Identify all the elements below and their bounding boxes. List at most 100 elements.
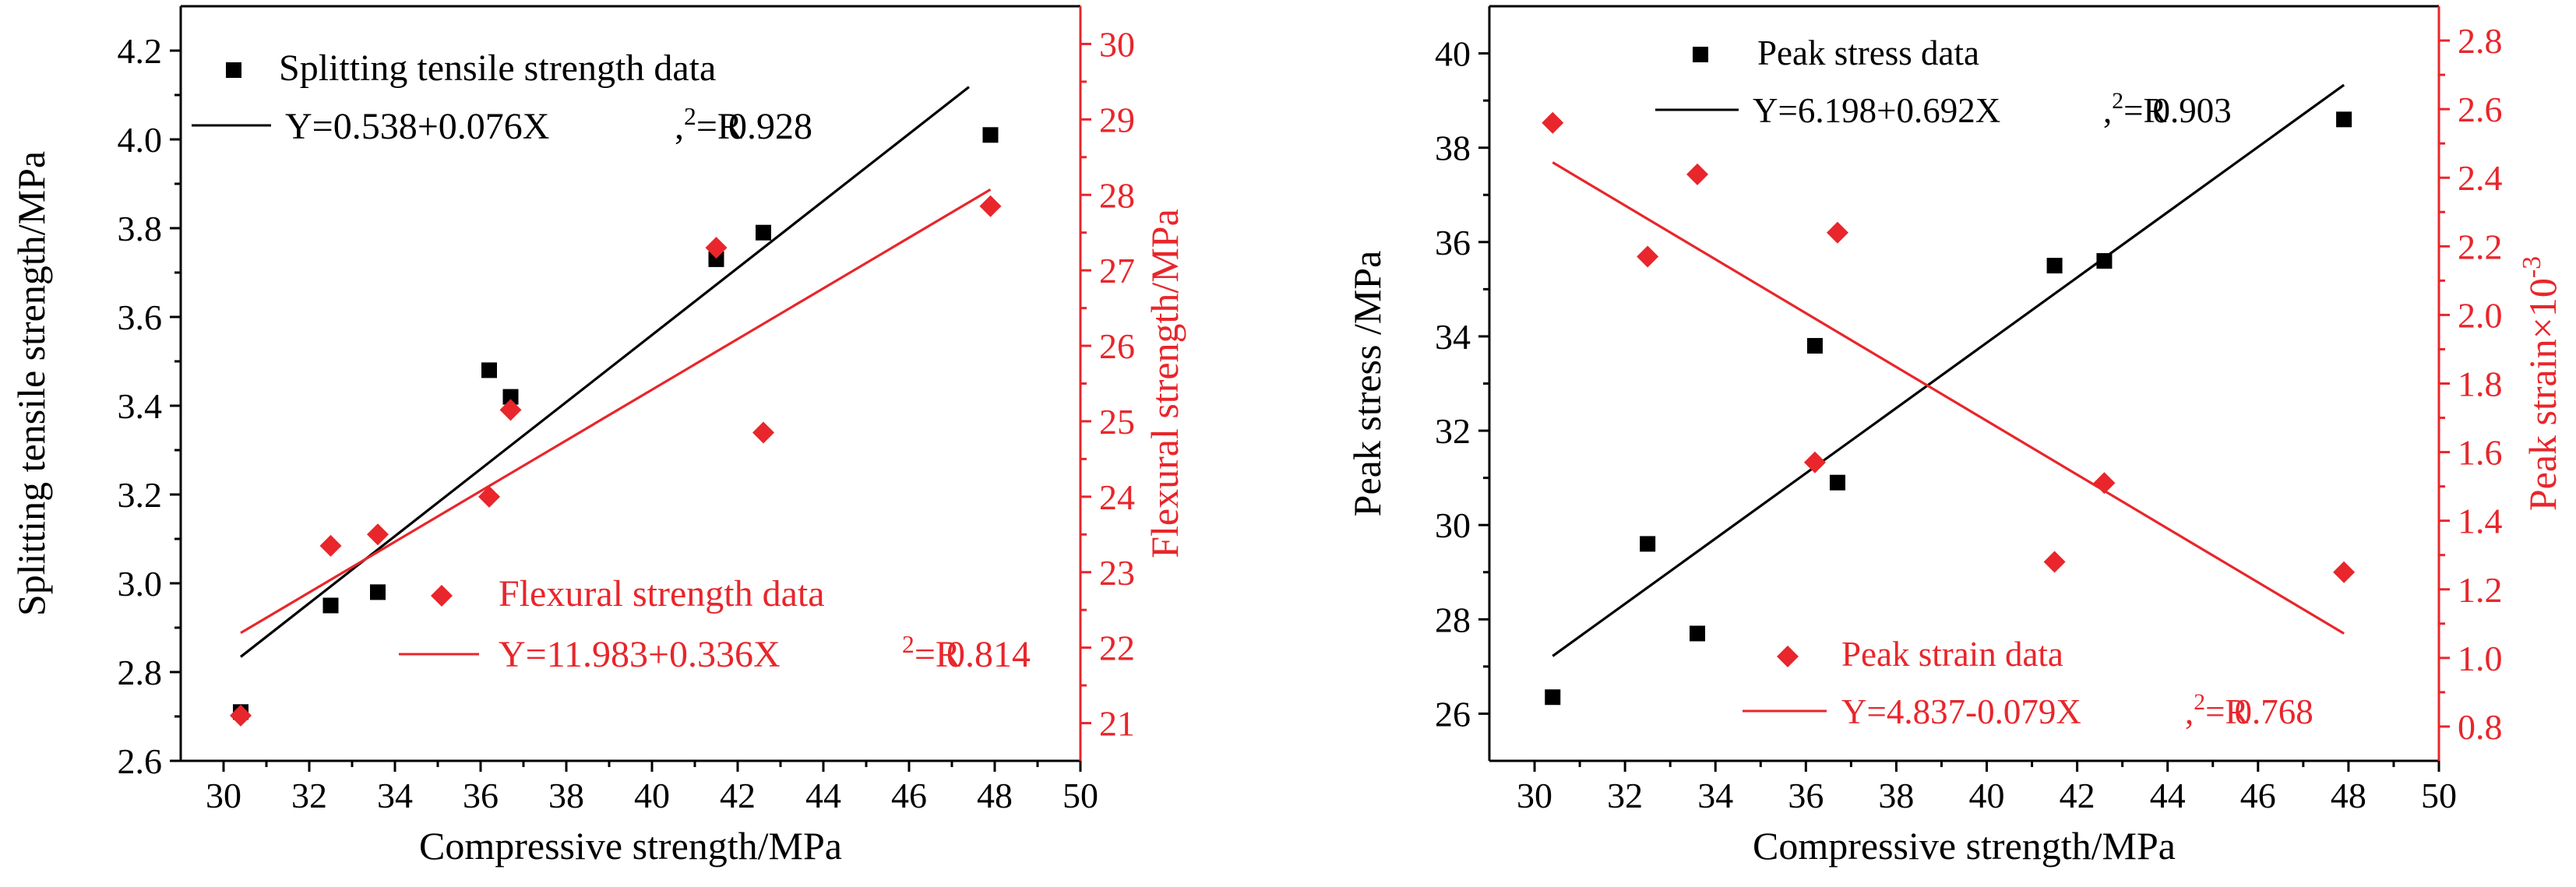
y-right-tick-label: 1.6 bbox=[2458, 433, 2503, 473]
data-point-square bbox=[982, 127, 999, 143]
legend-fit-equation: Y=11.983+0.336X bbox=[499, 634, 781, 675]
data-point-diamond bbox=[1686, 163, 1709, 185]
y-right-axis-title: Flexural strength/MPa bbox=[1143, 209, 1186, 558]
r-squared-prefix: , bbox=[2185, 692, 2194, 731]
legend-r-squared: ,2=R0.903 bbox=[2103, 89, 2232, 130]
y-left-tick-label: 2.6 bbox=[118, 741, 163, 781]
y-left-tick-label: 40 bbox=[1435, 34, 1471, 74]
y-left-tick-label: 3.4 bbox=[118, 386, 163, 426]
y-right-tick-label: 25 bbox=[1099, 402, 1135, 442]
y-left-tick-label: 28 bbox=[1435, 600, 1471, 639]
data-point-diamond bbox=[2043, 551, 2066, 573]
y-right-tick-label: 2.0 bbox=[2458, 295, 2503, 335]
data-point-diamond bbox=[499, 399, 522, 421]
y-right-tick-label: 2.2 bbox=[2458, 227, 2503, 266]
data-point-diamond bbox=[705, 237, 728, 259]
y-left-tick-label: 3.6 bbox=[118, 297, 163, 337]
r-squared-value: 0.814 bbox=[946, 634, 1031, 675]
data-point-diamond bbox=[752, 421, 774, 444]
x-tick-label: 38 bbox=[548, 776, 584, 815]
y-right-axis-title-main: Peak strain×10 bbox=[2521, 278, 2564, 511]
data-point-square bbox=[1829, 474, 1845, 491]
data-point-diamond bbox=[367, 523, 389, 546]
y-right-tick-label: 1.2 bbox=[2458, 570, 2503, 610]
data-point-square bbox=[1640, 536, 1656, 552]
x-tick-label: 44 bbox=[805, 776, 841, 815]
y-left-tick-label: 38 bbox=[1435, 128, 1471, 168]
y-right-tick-label: 0.8 bbox=[2458, 707, 2503, 747]
y-right-tick-label: 2.4 bbox=[2458, 158, 2503, 198]
legend-fit-equation: Y=4.837-0.079X bbox=[1841, 692, 2081, 731]
y-left-tick-label: 26 bbox=[1435, 694, 1471, 734]
r-squared-sup: 2 bbox=[2194, 690, 2205, 715]
x-tick-label: 38 bbox=[1878, 776, 1914, 815]
legend-marker-diamond bbox=[431, 585, 453, 607]
data-point-diamond bbox=[1637, 245, 1659, 268]
x-tick-label: 40 bbox=[634, 776, 670, 815]
data-point-square bbox=[1690, 625, 1706, 642]
x-tick-label: 48 bbox=[2331, 776, 2366, 815]
y-right-tick-label: 1.4 bbox=[2458, 502, 2503, 541]
r-squared-value: 0.768 bbox=[2235, 692, 2313, 731]
data-point-square bbox=[1806, 338, 1823, 354]
data-point-diamond bbox=[1542, 111, 1564, 134]
x-tick-label: 42 bbox=[2060, 776, 2095, 815]
legend-marker-diamond bbox=[1777, 646, 1799, 667]
x-tick-label: 30 bbox=[206, 776, 241, 815]
legend-series-name: Splitting tensile strength data bbox=[279, 48, 716, 89]
data-point-square bbox=[2336, 111, 2352, 128]
y-right-tick-label: 26 bbox=[1099, 326, 1135, 366]
y-left-axis-title: Splitting tensile strength/MPa bbox=[9, 151, 53, 616]
y-left-tick-label: 3.0 bbox=[118, 564, 163, 604]
x-tick-label: 32 bbox=[1607, 776, 1643, 815]
y-right-tick-label: 1.8 bbox=[2458, 364, 2503, 404]
y-right-tick-label: 29 bbox=[1099, 100, 1135, 139]
y-left-tick-label: 3.2 bbox=[118, 475, 163, 515]
fit-line bbox=[1552, 83, 2345, 657]
legend-series-name: Peak stress data bbox=[1757, 33, 1979, 72]
fit-line bbox=[240, 86, 970, 658]
x-tick-label: 44 bbox=[2150, 776, 2186, 815]
y-right-tick-label: 1.0 bbox=[2458, 639, 2503, 678]
x-tick-label: 36 bbox=[463, 776, 499, 815]
y-left-tick-label: 36 bbox=[1435, 223, 1471, 262]
y-right-axis-title-main: Flexural strength/MPa bbox=[1143, 209, 1186, 558]
x-tick-label: 34 bbox=[1697, 776, 1733, 815]
y-right-tick-label: 28 bbox=[1099, 175, 1135, 215]
x-tick-label: 36 bbox=[1788, 776, 1824, 815]
chart-splitting-flexural: 30 32 34 36 38 40 42 44 46 48 50 2.6 2.8 3.0 3.2 3.4 3.6… bbox=[9, 5, 1186, 868]
r-squared-prefix: , bbox=[675, 106, 684, 147]
y-right-tick-label: 2.6 bbox=[2458, 90, 2503, 129]
x-tick-label: 40 bbox=[1969, 776, 2005, 815]
r-squared-text: =R bbox=[914, 634, 960, 675]
r-squared-text: =R bbox=[2205, 692, 2248, 731]
y-left-axis-title: Peak stress /MPa bbox=[1345, 251, 1389, 517]
legend-r-squared: ,2=R0.928 bbox=[675, 103, 812, 147]
legend-fit-equation: Y=6.198+0.692X bbox=[1753, 91, 2000, 130]
data-point-square bbox=[2096, 253, 2113, 269]
x-axis-title: Compressive strength/MPa bbox=[1753, 824, 2176, 868]
data-point-square bbox=[1545, 689, 1561, 706]
data-point-diamond bbox=[1826, 221, 1848, 244]
data-point-diamond bbox=[979, 195, 1002, 217]
data-point-diamond bbox=[230, 704, 252, 727]
y-left-tick-label: 30 bbox=[1435, 505, 1471, 545]
y-right-tick-label: 23 bbox=[1099, 553, 1135, 593]
legend-r-squared: 2=R0.814 bbox=[902, 631, 1031, 675]
y-right-axis-title: Peak strain×10-3 bbox=[2518, 256, 2564, 511]
data-point-diamond bbox=[319, 534, 342, 557]
legend-marker-square bbox=[226, 62, 241, 78]
y-left-tick-label: 4.0 bbox=[118, 120, 163, 160]
legend-r-squared: ,2=R0.768 bbox=[2185, 690, 2313, 731]
legend-series-name: Peak strain data bbox=[1841, 635, 2063, 674]
fit-line bbox=[240, 188, 992, 635]
x-tick-label: 50 bbox=[2421, 776, 2457, 815]
x-tick-label: 42 bbox=[720, 776, 756, 815]
y-left-tick-label: 34 bbox=[1435, 317, 1471, 357]
chart-peak-stress-strain: 30 32 34 36 38 40 42 44 46 48 50 26 28 30 32 34 36 38 40 0.… bbox=[1345, 5, 2564, 868]
data-point-square bbox=[756, 224, 771, 241]
x-tick-label: 50 bbox=[1062, 776, 1098, 815]
r-squared-text: =R bbox=[696, 106, 742, 147]
y-right-axis-title-sup: -3 bbox=[2518, 256, 2546, 278]
y-left-tick-label: 4.2 bbox=[118, 31, 163, 71]
